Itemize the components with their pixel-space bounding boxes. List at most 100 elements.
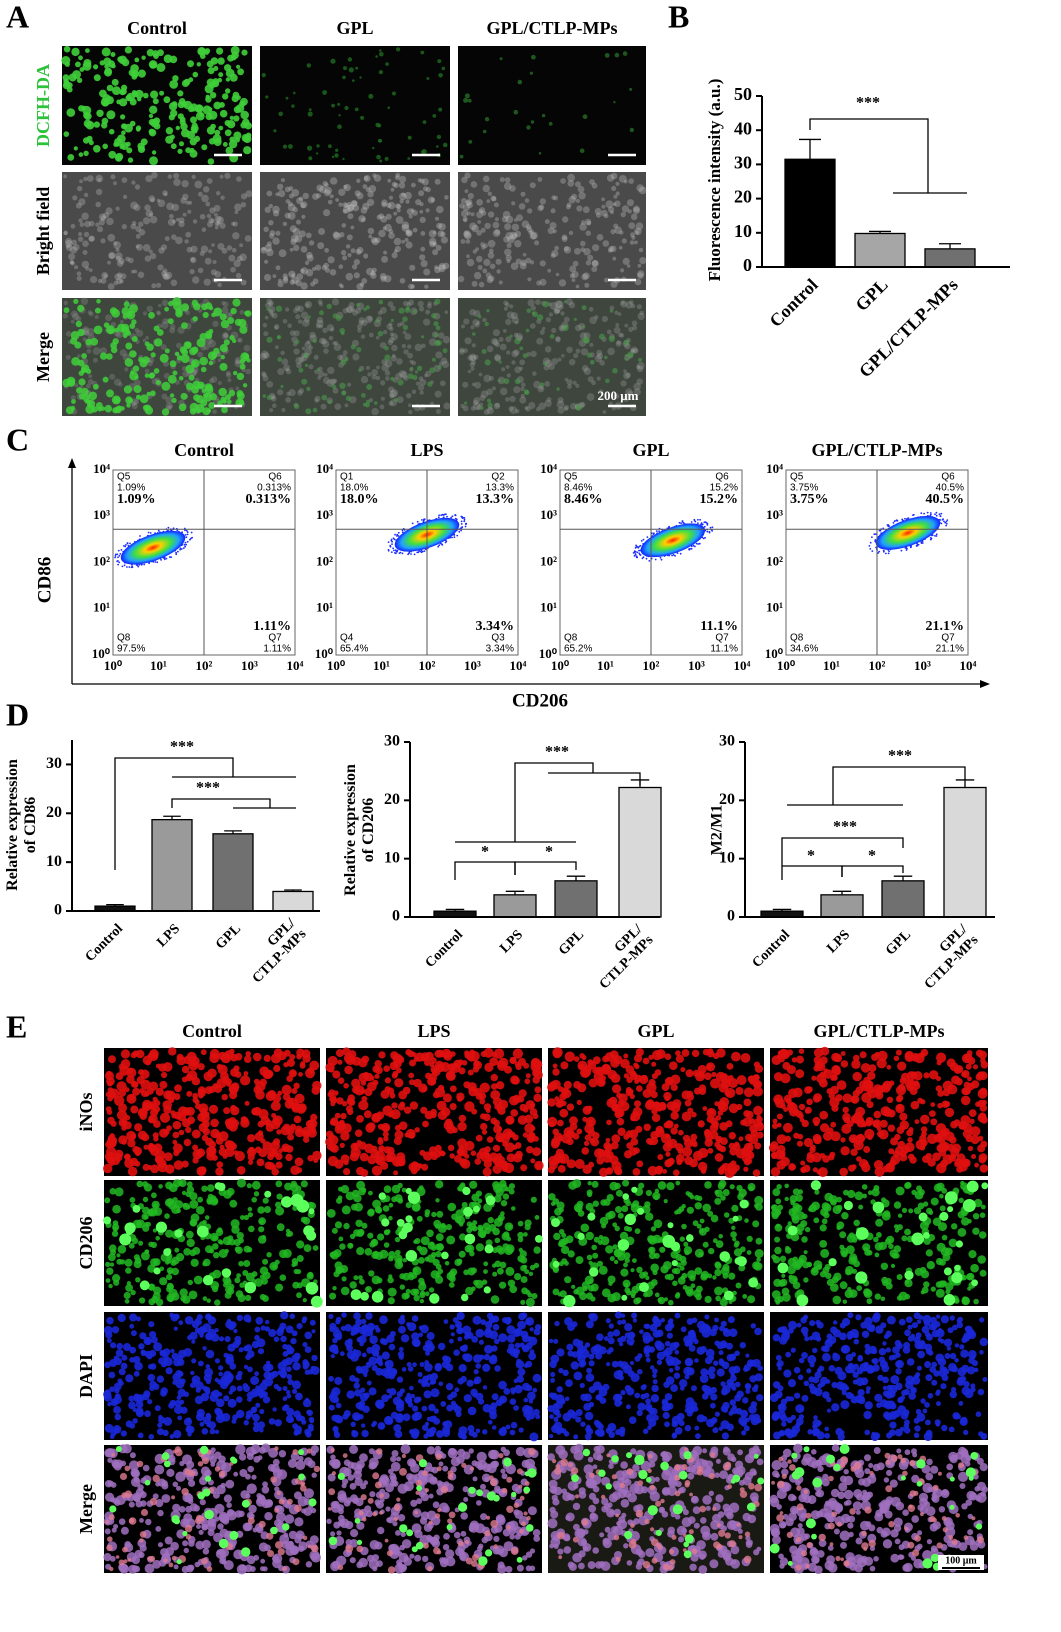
cell (575, 348, 581, 354)
cell (271, 1370, 279, 1378)
cell (465, 198, 473, 206)
cell (186, 1051, 197, 1062)
cell (432, 249, 439, 256)
cell (518, 203, 526, 210)
cell (580, 240, 586, 247)
cell (234, 360, 241, 368)
cell (154, 1405, 161, 1412)
cell (97, 278, 103, 284)
cell (421, 178, 429, 186)
cell (335, 198, 339, 202)
cell (294, 1517, 304, 1527)
y-tick-label: 10 (734, 221, 752, 241)
cell (568, 195, 576, 204)
cell (376, 154, 381, 160)
y-tick-label: 10⁰ (315, 646, 334, 661)
cell (272, 403, 277, 409)
cell (511, 360, 516, 365)
cell (211, 1333, 220, 1342)
cell (482, 184, 490, 193)
cell (390, 376, 395, 381)
cell (519, 396, 527, 404)
cell (96, 299, 101, 304)
cell (530, 260, 535, 265)
cell (232, 298, 241, 307)
cell (402, 330, 407, 335)
cell (92, 347, 101, 355)
cell (193, 394, 200, 401)
cell (93, 145, 101, 153)
cell (164, 271, 173, 280)
cell (406, 393, 412, 399)
cell (108, 252, 116, 259)
cell (176, 1208, 181, 1214)
cell (350, 344, 356, 350)
cell (463, 318, 470, 325)
cell (584, 282, 590, 288)
cell (396, 47, 401, 52)
cell (166, 202, 174, 211)
cell (81, 212, 89, 220)
event-dot (416, 551, 419, 554)
panel-letter: C (6, 421, 29, 457)
cell (205, 1349, 215, 1359)
cell (221, 1268, 232, 1278)
cell (298, 1072, 303, 1077)
event-dot (143, 563, 146, 566)
cell (331, 384, 337, 390)
cell (407, 352, 413, 359)
cell (631, 235, 636, 240)
cell (198, 1529, 204, 1535)
x-tick-label: 10² (869, 658, 886, 673)
y-tick-label: 10 (46, 853, 62, 870)
cell (124, 358, 134, 367)
cell (574, 324, 582, 332)
cell (591, 266, 598, 273)
cell (146, 49, 155, 57)
event-dot (391, 543, 393, 545)
cell (157, 303, 162, 308)
event-dot (445, 513, 447, 516)
cell (137, 271, 145, 279)
cell (148, 113, 154, 119)
cell (173, 173, 180, 179)
cell (421, 150, 425, 154)
cell (623, 372, 630, 380)
cell (435, 325, 441, 331)
cell (505, 365, 510, 369)
cell (227, 378, 232, 383)
cell (380, 306, 387, 314)
event-dot (393, 549, 395, 552)
cell (134, 184, 141, 190)
cell (138, 1240, 144, 1246)
cell (431, 357, 436, 362)
cell (130, 223, 137, 230)
cell (491, 338, 498, 345)
event-dot (118, 554, 121, 557)
event-dot (460, 515, 463, 518)
cell (179, 141, 184, 147)
cell (76, 77, 83, 84)
cell (208, 1086, 216, 1093)
event-dot (671, 554, 673, 557)
cell (145, 175, 153, 183)
event-dot (703, 521, 706, 524)
cell (239, 358, 246, 365)
cell (434, 265, 439, 270)
cell (149, 212, 154, 217)
cell (109, 1133, 115, 1139)
cell (412, 210, 418, 216)
cell (232, 232, 240, 240)
cell (204, 257, 212, 265)
event-dot (655, 530, 658, 532)
cell (368, 332, 374, 338)
cell (305, 269, 314, 277)
cell (182, 212, 187, 217)
cell (519, 359, 526, 366)
gate-name: Q3 (491, 633, 505, 644)
cell (103, 57, 112, 66)
cell (198, 308, 202, 313)
cell (438, 107, 443, 112)
cell (614, 200, 621, 207)
cell (513, 332, 519, 338)
